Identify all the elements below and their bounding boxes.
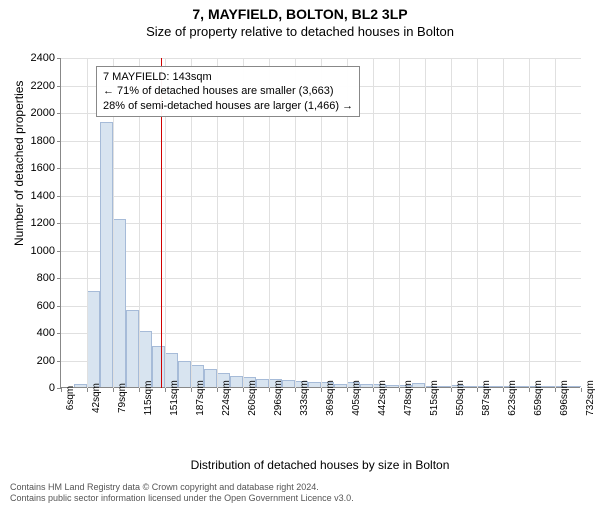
ytick-mark (57, 251, 61, 252)
xtick-label: 587sqm (481, 380, 492, 416)
xtick-mark (321, 388, 322, 392)
xtick-mark (477, 388, 478, 392)
ytick-mark (57, 278, 61, 279)
footer-attribution: Contains HM Land Registry data © Crown c… (10, 482, 354, 504)
xtick-mark (529, 388, 530, 392)
xtick-mark (139, 388, 140, 392)
ytick-label: 800 (15, 272, 55, 284)
xtick-mark (451, 388, 452, 392)
ytick-mark (57, 141, 61, 142)
footer-line-2: Contains public sector information licen… (10, 493, 354, 504)
xtick-label: 369sqm (325, 380, 336, 416)
annotation-line: 28% of semi-detached houses are larger (… (103, 99, 353, 113)
annotation-line: 7 MAYFIELD: 143sqm (103, 70, 353, 84)
gridline-v (451, 58, 452, 388)
xtick-mark (581, 388, 582, 392)
ytick-label: 600 (15, 300, 55, 312)
ytick-label: 0 (15, 382, 55, 394)
xtick-label: 696sqm (559, 380, 570, 416)
xtick-label: 6sqm (65, 386, 76, 410)
ytick-label: 1200 (15, 217, 55, 229)
xtick-label: 550sqm (455, 380, 466, 416)
ytick-label: 2200 (15, 80, 55, 92)
xtick-mark (61, 388, 62, 392)
chart-container: 0200400600800100012001400160018002000220… (60, 58, 580, 433)
xtick-mark (555, 388, 556, 392)
histogram-bar (113, 219, 126, 387)
annotation-line: ← 71% of detached houses are smaller (3,… (103, 84, 353, 98)
ytick-mark (57, 168, 61, 169)
histogram-bar (139, 331, 152, 387)
ytick-label: 1600 (15, 162, 55, 174)
xtick-mark (425, 388, 426, 392)
gridline-v (399, 58, 400, 388)
xtick-mark (113, 388, 114, 392)
xtick-label: 333sqm (299, 380, 310, 416)
main-title: 7, MAYFIELD, BOLTON, BL2 3LP (0, 6, 600, 22)
ytick-label: 2000 (15, 107, 55, 119)
ytick-label: 1000 (15, 245, 55, 257)
ytick-label: 200 (15, 355, 55, 367)
xtick-label: 224sqm (221, 380, 232, 416)
ytick-mark (57, 333, 61, 334)
ytick-label: 2400 (15, 52, 55, 64)
xtick-label: 187sqm (195, 380, 206, 416)
xtick-mark (165, 388, 166, 392)
xtick-label: 296sqm (273, 380, 284, 416)
plot-area: 0200400600800100012001400160018002000220… (60, 58, 580, 388)
xtick-mark (295, 388, 296, 392)
gridline-v (87, 58, 88, 388)
xtick-label: 151sqm (169, 380, 180, 416)
xtick-label: 260sqm (247, 380, 258, 416)
xtick-label: 405sqm (351, 380, 362, 416)
xtick-mark (269, 388, 270, 392)
xtick-label: 79sqm (117, 383, 128, 413)
xtick-label: 478sqm (403, 380, 414, 416)
ytick-mark (57, 223, 61, 224)
xtick-mark (243, 388, 244, 392)
gridline-v (555, 58, 556, 388)
gridline-v (477, 58, 478, 388)
gridline-v (425, 58, 426, 388)
ytick-label: 1400 (15, 190, 55, 202)
ytick-mark (57, 86, 61, 87)
gridline-v (503, 58, 504, 388)
histogram-bar (126, 310, 139, 387)
ytick-mark (57, 58, 61, 59)
xtick-mark (347, 388, 348, 392)
xtick-label: 515sqm (429, 380, 440, 416)
xtick-label: 42sqm (91, 383, 102, 413)
xtick-mark (399, 388, 400, 392)
xtick-mark (503, 388, 504, 392)
annotation-box: 7 MAYFIELD: 143sqm← 71% of detached hous… (96, 66, 360, 117)
ytick-mark (57, 196, 61, 197)
xtick-mark (87, 388, 88, 392)
xtick-mark (217, 388, 218, 392)
xtick-mark (373, 388, 374, 392)
ytick-mark (57, 361, 61, 362)
sub-title: Size of property relative to detached ho… (0, 24, 600, 39)
x-axis-label: Distribution of detached houses by size … (60, 458, 580, 472)
gridline-v (373, 58, 374, 388)
gridline-v (529, 58, 530, 388)
footer-line-1: Contains HM Land Registry data © Crown c… (10, 482, 354, 493)
ytick-mark (57, 306, 61, 307)
xtick-label: 442sqm (377, 380, 388, 416)
xtick-label: 623sqm (507, 380, 518, 416)
histogram-bar (100, 122, 113, 387)
ytick-mark (57, 113, 61, 114)
xtick-mark (191, 388, 192, 392)
histogram-bar (87, 291, 100, 387)
xtick-label: 659sqm (533, 380, 544, 416)
ytick-label: 400 (15, 327, 55, 339)
xtick-label: 732sqm (585, 380, 596, 416)
ytick-label: 1800 (15, 135, 55, 147)
xtick-label: 115sqm (143, 381, 154, 416)
